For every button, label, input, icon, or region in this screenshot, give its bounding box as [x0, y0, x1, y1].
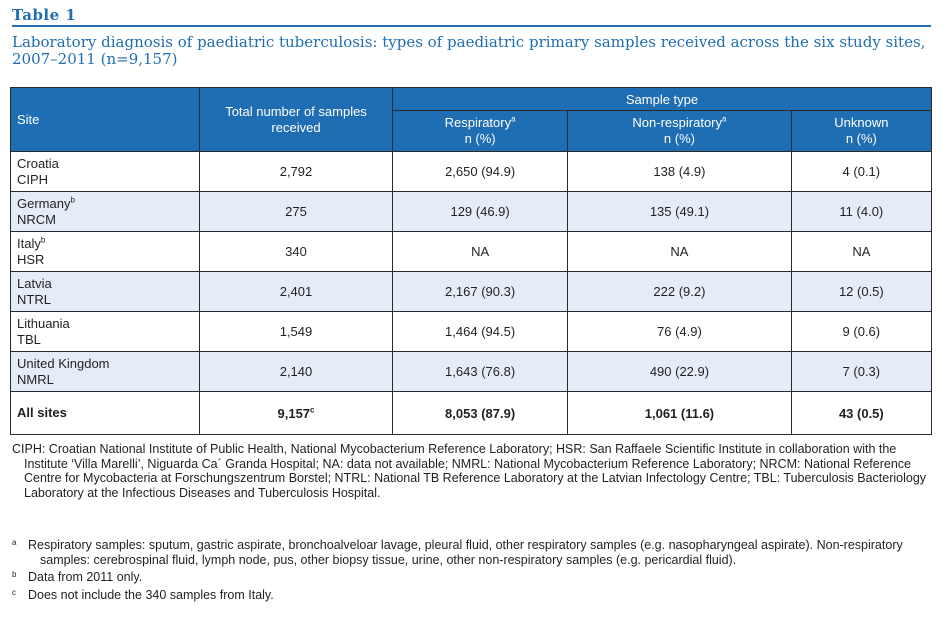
footnote-mark: b: [40, 235, 46, 245]
respiratory-cell: 1,643 (76.8): [391, 351, 569, 392]
table-row: Germanyb NRCM 275 129 (46.9) 135 (49.1) 1…: [10, 191, 933, 232]
header-total: Total number of samples received: [199, 87, 393, 152]
footnote-mark: c: [12, 587, 16, 597]
unknown-cell: 7 (0.3): [790, 351, 933, 392]
site-cell: United Kingdom NMRL: [10, 351, 200, 392]
table-row: Croatia CIPH 2,792 2,650 (94.9) 138 (4.9)…: [10, 151, 933, 192]
footnote: c Does not include the 340 samples from …: [12, 588, 933, 603]
totals-label: All sites: [10, 391, 200, 435]
footnote-mark: b: [12, 570, 17, 579]
footnote: b Data from 2011 only.: [12, 570, 933, 585]
unknown-cell: 11 (4.0): [790, 191, 933, 232]
header-respiratory: Respiratorya n (%): [391, 110, 569, 152]
site-country: Croatia: [17, 155, 59, 171]
footnote-mark: c: [310, 405, 315, 415]
site-cell: Italyb HSR: [10, 231, 200, 272]
unknown-cell: 12 (0.5): [790, 271, 933, 312]
site-country: Germany: [17, 195, 71, 211]
site-cell: Croatia CIPH: [10, 151, 200, 192]
header-nonrespiratory-label: Non-respiratory: [632, 115, 723, 130]
data-table: Site Total number of samples received Sa…: [10, 87, 933, 435]
total-cell: 275: [199, 191, 393, 232]
header-nonrespiratory: Non-respiratorya n (%): [567, 110, 792, 152]
table-row: Italyb HSR 340 NA NA NA: [10, 231, 933, 272]
header-unit: n (%): [464, 131, 496, 146]
header-respiratory-label: Respiratory: [444, 115, 512, 130]
footnote-mark: a: [722, 114, 727, 124]
table-heading: Table 1 Laboratory diagnosis of paediatr…: [12, 6, 931, 68]
nonrespiratory-cell: 222 (9.2): [567, 271, 792, 312]
total-cell: 2,401: [199, 271, 393, 312]
site-cell: Lithuania TBL: [10, 311, 200, 352]
unknown-cell: 4 (0.1): [790, 151, 933, 192]
totals-row: All sites 9,157c 8,053 (87.9) 1,061 (11.…: [10, 391, 933, 435]
footnotes: a Respiratory samples: sputum, gastric a…: [12, 538, 933, 602]
header-unit: n (%): [845, 131, 877, 146]
site-lab: NRCM: [17, 211, 56, 227]
nonrespiratory-cell: 490 (22.9): [567, 351, 792, 392]
footnote: a Respiratory samples: sputum, gastric a…: [12, 538, 933, 567]
footnote-text: Data from 2011 only.: [28, 570, 143, 584]
header-unknown-label: Unknown: [834, 115, 889, 130]
site-lab: CIPH: [17, 171, 49, 187]
totals-total-cell: 9,157c: [199, 391, 393, 435]
totals-nonrespiratory-cell: 1,061 (11.6): [567, 391, 792, 435]
header-unknown: Unknown n (%): [790, 110, 933, 152]
respiratory-cell: 1,464 (94.5): [391, 311, 569, 352]
site-lab: NMRL: [17, 371, 54, 387]
unknown-cell: 9 (0.6): [790, 311, 933, 352]
respiratory-cell: NA: [391, 231, 569, 272]
site-country: United Kingdom: [17, 355, 110, 371]
site-cell: Germanyb NRCM: [10, 191, 200, 232]
header-unit: n (%): [663, 131, 695, 146]
header-site: Site: [10, 87, 200, 152]
site-country: Latvia: [17, 275, 52, 291]
total-cell: 2,140: [199, 351, 393, 392]
respiratory-cell: 2,167 (90.3): [391, 271, 569, 312]
respiratory-cell: 129 (46.9): [391, 191, 569, 232]
footnote-mark: a: [511, 114, 516, 124]
footnote-mark: b: [70, 195, 75, 205]
header-sample-type: Sample type: [392, 87, 932, 111]
site-lab: HSR: [17, 251, 45, 267]
table-row: Lithuania TBL 1,549 1,464 (94.5) 76 (4.9)…: [10, 311, 933, 352]
table-row: United Kingdom NMRL 2,140 1,643 (76.8) 49…: [10, 351, 933, 392]
total-cell: 340: [199, 231, 393, 272]
unknown-cell: NA: [790, 231, 933, 272]
total-cell: 1,549: [199, 311, 393, 352]
table-caption: Laboratory diagnosis of paediatric tuber…: [12, 33, 926, 68]
footnote-mark: a: [12, 538, 17, 547]
nonrespiratory-cell: 138 (4.9): [567, 151, 792, 192]
totals-respiratory-cell: 8,053 (87.9): [391, 391, 569, 435]
site-country: Italy: [17, 235, 41, 251]
footnote-text: Does not include the 340 samples from It…: [28, 587, 274, 602]
table-row: Latvia NTRL 2,401 2,167 (90.3) 222 (9.2) …: [10, 271, 933, 312]
total-cell: 2,792: [199, 151, 393, 192]
nonrespiratory-cell: 76 (4.9): [567, 311, 792, 352]
totals-unknown-cell: 43 (0.5): [790, 391, 933, 435]
site-lab: TBL: [17, 331, 41, 347]
site-country: Lithuania: [17, 315, 70, 331]
site-cell: Latvia NTRL: [10, 271, 200, 312]
nonrespiratory-cell: 135 (49.1): [567, 191, 792, 232]
abbreviations-note: CIPH: Croatian National Institute of Pub…: [12, 442, 927, 500]
table-label: Table 1: [12, 6, 931, 27]
footnote-text: Respiratory samples: sputum, gastric asp…: [28, 538, 903, 567]
nonrespiratory-cell: NA: [567, 231, 792, 272]
respiratory-cell: 2,650 (94.9): [391, 151, 569, 192]
site-lab: NTRL: [17, 291, 51, 307]
